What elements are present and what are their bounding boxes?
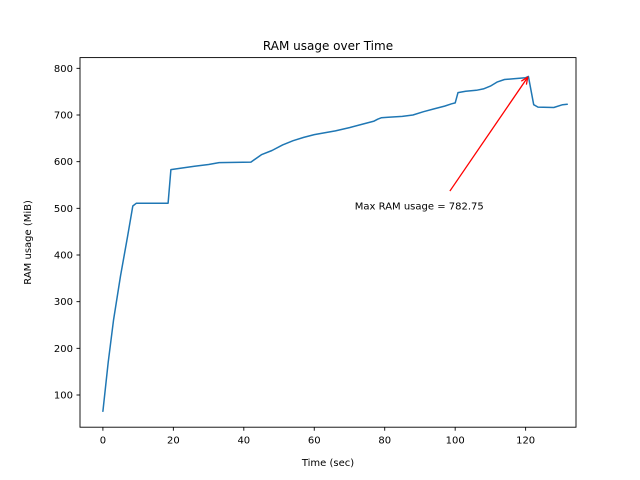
y-tick-label: 400 [54,251,73,262]
y-tick-label: 500 [54,204,73,215]
y-axis-label: RAM usage (MiB) [23,200,34,285]
y-tick-label: 300 [54,297,73,308]
arrow-head [525,76,529,85]
x-tick-label: 20 [167,436,180,447]
x-axis-label: Time (sec) [301,458,354,469]
arrow-head [521,76,529,82]
x-tick-label: 40 [237,436,250,447]
ram-usage-line [102,75,568,413]
y-tick-label: 800 [54,64,73,75]
annotation-arrow [449,76,529,192]
x-tick-label: 100 [446,436,465,447]
x-axis-ticks: 0 20 40 60 80 100 120 [100,427,535,447]
arrow-shaft [449,76,529,192]
max-annotation-text: Max RAM usage = 782.75 [355,201,484,212]
x-tick-label: 60 [308,436,321,447]
x-tick-label: 80 [378,436,391,447]
y-tick-label: 700 [54,111,73,122]
x-tick-label: 120 [516,436,535,447]
y-tick-label: 200 [54,344,73,355]
plot-area [79,57,577,428]
y-tick-label: 600 [54,157,73,168]
chart-title: RAM usage over Time [263,39,393,53]
y-tick-label: 100 [54,391,73,402]
y-axis-ticks: 100 200 300 400 500 600 700 800 [54,64,80,402]
x-tick-label: 0 [100,436,106,447]
